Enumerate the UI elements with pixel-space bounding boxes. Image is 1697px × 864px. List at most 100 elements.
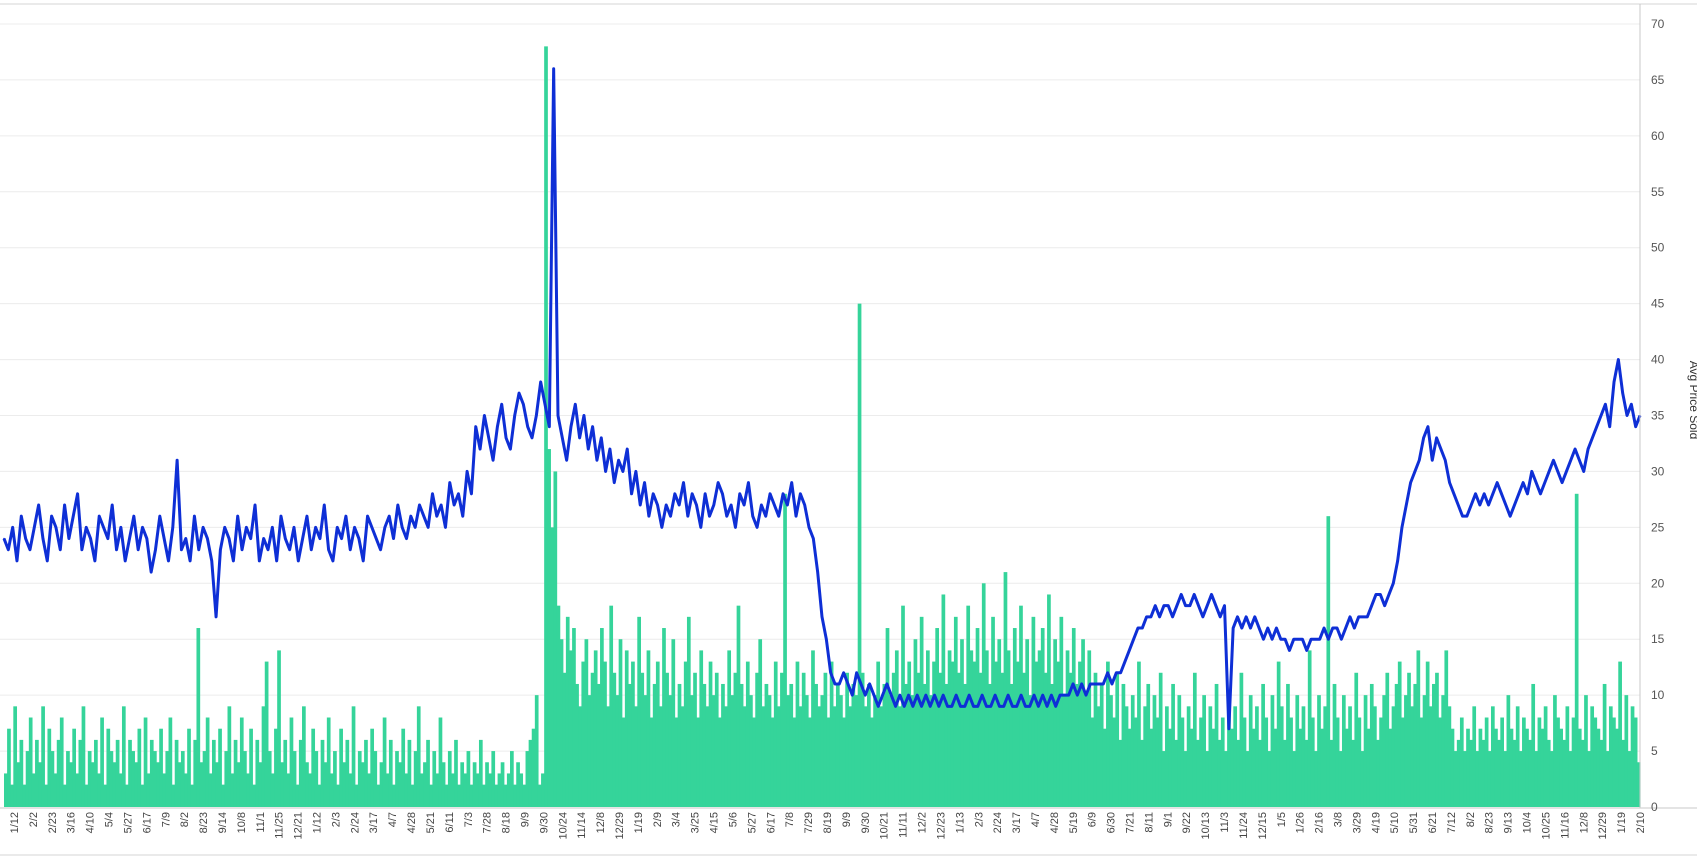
line-point bbox=[713, 504, 715, 506]
line-point bbox=[1223, 604, 1226, 607]
bar bbox=[75, 773, 80, 807]
line-point bbox=[68, 537, 70, 540]
bar bbox=[128, 739, 132, 807]
bar bbox=[593, 650, 598, 807]
line-point bbox=[1340, 638, 1343, 641]
bar bbox=[1332, 683, 1337, 807]
line-point bbox=[1301, 638, 1304, 641]
bar bbox=[311, 728, 316, 807]
x-tick-label: 11/24 bbox=[1238, 812, 1250, 839]
bar bbox=[739, 683, 744, 807]
x-tick-label: 8/18 bbox=[501, 812, 513, 833]
line-point bbox=[24, 537, 27, 540]
bar bbox=[410, 784, 415, 807]
line-point bbox=[1444, 459, 1447, 462]
bar bbox=[1546, 739, 1551, 807]
line-point bbox=[513, 414, 516, 417]
bar bbox=[314, 751, 319, 807]
line-point bbox=[933, 694, 936, 696]
line-point bbox=[159, 515, 161, 517]
bar bbox=[1435, 672, 1439, 807]
bar bbox=[1106, 661, 1110, 807]
bar bbox=[1559, 728, 1563, 807]
line-point bbox=[509, 448, 512, 450]
x-tick-label: 4/7 bbox=[387, 812, 399, 827]
line-point bbox=[1518, 493, 1520, 495]
bar bbox=[926, 650, 930, 807]
x-tick-label: 10/4 bbox=[1522, 812, 1534, 833]
line-point bbox=[808, 526, 810, 529]
bar bbox=[1230, 728, 1234, 807]
bar bbox=[444, 784, 449, 807]
line-point bbox=[1388, 593, 1390, 596]
line-point bbox=[561, 437, 564, 439]
line-point bbox=[349, 548, 352, 551]
line-point bbox=[474, 425, 477, 428]
bar bbox=[236, 762, 241, 807]
line-point bbox=[1050, 694, 1053, 696]
bar bbox=[1497, 739, 1501, 807]
bar bbox=[10, 784, 14, 807]
x-tick-label: 8/2 bbox=[179, 812, 191, 827]
bar bbox=[1537, 717, 1542, 807]
bar bbox=[1034, 661, 1039, 807]
bar bbox=[261, 706, 266, 807]
bar bbox=[978, 672, 983, 807]
bar bbox=[62, 784, 67, 807]
line-point bbox=[920, 705, 923, 708]
bar bbox=[1065, 650, 1070, 807]
line-point bbox=[258, 560, 261, 562]
line-point bbox=[609, 448, 611, 450]
line-point bbox=[834, 683, 836, 685]
bar bbox=[932, 661, 936, 807]
bar bbox=[1528, 739, 1532, 807]
line-point bbox=[362, 560, 365, 562]
bar bbox=[196, 628, 201, 807]
line-point bbox=[154, 548, 157, 551]
line-point bbox=[210, 560, 213, 562]
line-point bbox=[522, 403, 525, 406]
line-point bbox=[868, 683, 871, 685]
bar bbox=[1158, 672, 1163, 807]
bar bbox=[392, 784, 396, 807]
bar bbox=[339, 728, 343, 807]
bar bbox=[1165, 706, 1169, 807]
bar bbox=[634, 706, 638, 807]
bar bbox=[1391, 706, 1396, 807]
line-point bbox=[1215, 604, 1217, 607]
line-point bbox=[470, 493, 473, 495]
bar bbox=[426, 739, 430, 807]
line-point bbox=[1634, 425, 1637, 428]
bar bbox=[162, 773, 167, 807]
bar bbox=[1093, 672, 1098, 807]
bar bbox=[972, 661, 977, 807]
bar bbox=[510, 751, 514, 807]
bar bbox=[1422, 695, 1427, 807]
bar bbox=[1478, 728, 1483, 807]
line-point bbox=[314, 526, 317, 529]
line-point bbox=[1163, 604, 1165, 607]
bar bbox=[364, 739, 368, 807]
line-point bbox=[1232, 627, 1234, 629]
x-tick-label: 6/9 bbox=[1087, 812, 1099, 827]
bar bbox=[292, 751, 297, 807]
bar bbox=[820, 695, 825, 807]
bar bbox=[109, 751, 114, 807]
bar bbox=[478, 739, 483, 807]
bar bbox=[503, 784, 508, 807]
bar bbox=[463, 773, 468, 807]
bar bbox=[382, 717, 387, 807]
line-point bbox=[1236, 616, 1239, 618]
line-point bbox=[773, 504, 776, 506]
bar bbox=[1279, 706, 1284, 807]
line-point bbox=[1080, 683, 1083, 685]
bar bbox=[699, 650, 704, 807]
line-point bbox=[202, 526, 204, 529]
line-point bbox=[1102, 683, 1105, 685]
y-tick-label: 5 bbox=[1651, 744, 1658, 758]
line-point bbox=[1089, 683, 1092, 685]
bar bbox=[606, 706, 610, 807]
bar bbox=[845, 672, 849, 807]
line-point bbox=[466, 470, 468, 473]
bar bbox=[826, 717, 831, 807]
